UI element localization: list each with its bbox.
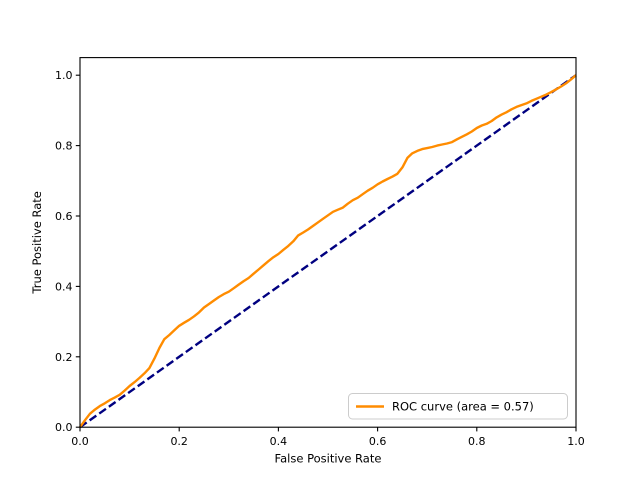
y-tick-label: 0.2 (55, 351, 73, 364)
y-tick-label: 0.8 (55, 140, 73, 153)
y-tick-label: 0.0 (55, 421, 73, 434)
x-axis-label: False Positive Rate (275, 452, 382, 466)
chance-diagonal-line (79, 74, 577, 429)
y-tick-label: 0.4 (55, 280, 73, 293)
y-axis-label: True Positive Rate (30, 191, 44, 294)
axes-background (80, 57, 576, 428)
x-tick-label: 0.4 (270, 435, 288, 448)
x-tick-label: 0.8 (468, 435, 486, 448)
axes-border (79, 57, 577, 428)
ticks-layer: 0.0 0.2 0.4 0.6 0.8 1.0 0.0 0.2 0.4 0.6 0.8 1.0 (55, 69, 585, 448)
x-tick-label: 0.0 (71, 435, 89, 448)
x-tick-label: 1.0 (567, 435, 585, 448)
y-tick-label: 1.0 (55, 69, 73, 82)
roc-curve-line (79, 74, 577, 428)
y-tick-label: 0.6 (55, 210, 73, 223)
legend-box (348, 393, 568, 420)
series-layer (79, 74, 577, 429)
legend: ROC curve (area = 0.57) (348, 393, 568, 420)
legend-entry-label: ROC curve (area = 0.57) (392, 400, 534, 414)
x-tick-label: 0.2 (170, 435, 188, 448)
x-tick-label: 0.6 (369, 435, 387, 448)
